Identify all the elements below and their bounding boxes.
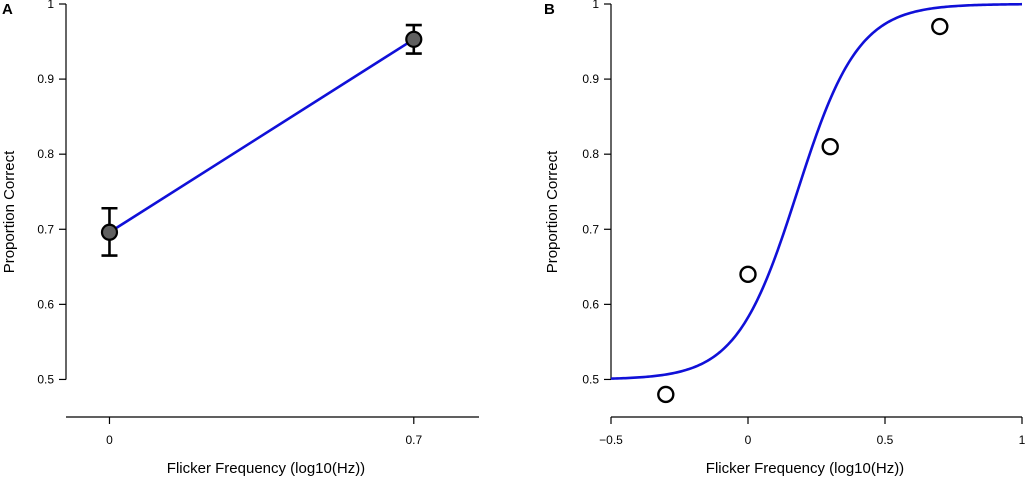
- panel-b-y-tick-label: 0.5: [582, 372, 599, 386]
- panel-b-x-tick-label: 1: [1019, 433, 1026, 447]
- panel-a-y-tick-label: 0.8: [37, 147, 54, 161]
- fit-curve: [610, 2, 1023, 380]
- panel-a-marks: [100, 23, 423, 257]
- panel-b-y-tick-label: 0.8: [582, 147, 599, 161]
- panel-a-y-tick-label: 1: [47, 0, 54, 11]
- panel-b-axes: 0.5 0.6 0.7 0.8 0.9 1 −0.5 0 0.5 1: [582, 0, 1025, 447]
- data-point: [931, 17, 949, 36]
- panel-a: A 0.5 0.6 0.7 0.8 0.9 1 0 0.7 Flicker Frequency…: [1, 0, 479, 477]
- data-point: [821, 137, 839, 156]
- panel-b-x-tick-label: 0.5: [877, 433, 894, 447]
- data-point: [100, 223, 119, 241]
- series-line: [108, 38, 415, 234]
- panel-a-y-axis-title: Proportion Correct: [1, 150, 18, 273]
- panel-b-y-tick-label: 0.6: [582, 297, 599, 311]
- data-point: [657, 385, 675, 404]
- panel-b-y-tick-label: 1: [592, 0, 599, 11]
- panel-b-x-tick-label: −0.5: [599, 433, 623, 447]
- panel-b-y-tick-label: 0.7: [582, 222, 599, 236]
- panel-b-y-tick-label: 0.9: [582, 72, 599, 86]
- panel-a-x-axis-title: Flicker Frequency (log10(Hz)): [167, 460, 365, 477]
- panel-a-letter: A: [2, 1, 13, 18]
- panel-b-marks: [610, 2, 1023, 404]
- panel-b-x-axis-title: Flicker Frequency (log10(Hz)): [706, 460, 904, 477]
- panel-b: B 0.5 0.6 0.7 0.8 0.9 1 −0.5 0 0.5 1 Flicker Freq…: [544, 0, 1026, 477]
- panel-b-y-axis-title: Proportion Correct: [544, 150, 561, 273]
- panel-a-y-tick-label: 0.7: [37, 222, 54, 236]
- panel-b-x-tick-label: 0: [745, 433, 752, 447]
- panel-a-x-tick-label: 0.7: [405, 433, 422, 447]
- panel-a-y-tick-label: 0.6: [37, 297, 54, 311]
- panel-a-y-tick-label: 0.5: [37, 372, 54, 386]
- panel-a-x-tick-label: 0: [106, 433, 113, 447]
- data-point: [739, 265, 757, 284]
- panel-a-axes: 0.5 0.6 0.7 0.8 0.9 1 0 0.7: [37, 0, 479, 447]
- panel-b-letter: B: [544, 1, 555, 18]
- data-point: [405, 30, 423, 48]
- panel-a-y-tick-label: 0.9: [37, 72, 54, 86]
